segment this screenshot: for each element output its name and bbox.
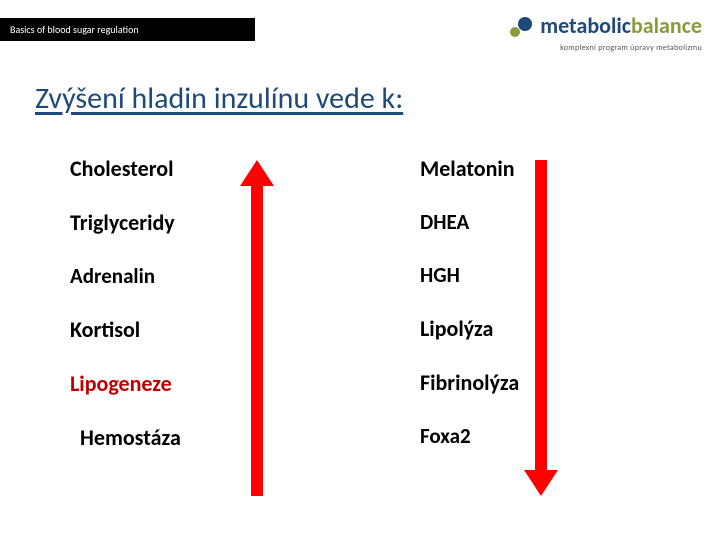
header-banner: Basics of blood sugar regulation — [0, 18, 255, 41]
list-item: Adrenalin — [70, 263, 310, 289]
column-left: Cholesterol Triglyceridy Adrenalin Korti… — [70, 155, 310, 451]
banner-text: Basics of blood sugar regulation — [10, 23, 139, 36]
arrow-up-icon — [240, 160, 274, 501]
list-item: Hemostáza — [70, 424, 310, 451]
list-item: Kortisol — [70, 316, 310, 343]
logo-word-1: metabolic — [540, 12, 631, 39]
slide: Basics of blood sugar regulation metabol… — [0, 0, 720, 540]
list-item: Lipogeneze — [70, 370, 310, 397]
logo-icon — [509, 16, 533, 43]
logo: metabolicbalance komplexní program úprav… — [509, 12, 702, 53]
logo-text: metabolicbalance — [540, 12, 702, 39]
list-item: Cholesterol — [70, 155, 310, 182]
page-title: Zvýšení hladin inzulínu vede k: — [35, 80, 403, 117]
logo-word-2: balance — [631, 12, 702, 39]
arrow-down-icon — [524, 160, 558, 501]
columns: Cholesterol Triglyceridy Adrenalin Korti… — [70, 155, 660, 451]
logo-subtitle: komplexní program úpravy metabolizmu — [509, 43, 702, 53]
list-item: Triglyceridy — [70, 209, 310, 236]
